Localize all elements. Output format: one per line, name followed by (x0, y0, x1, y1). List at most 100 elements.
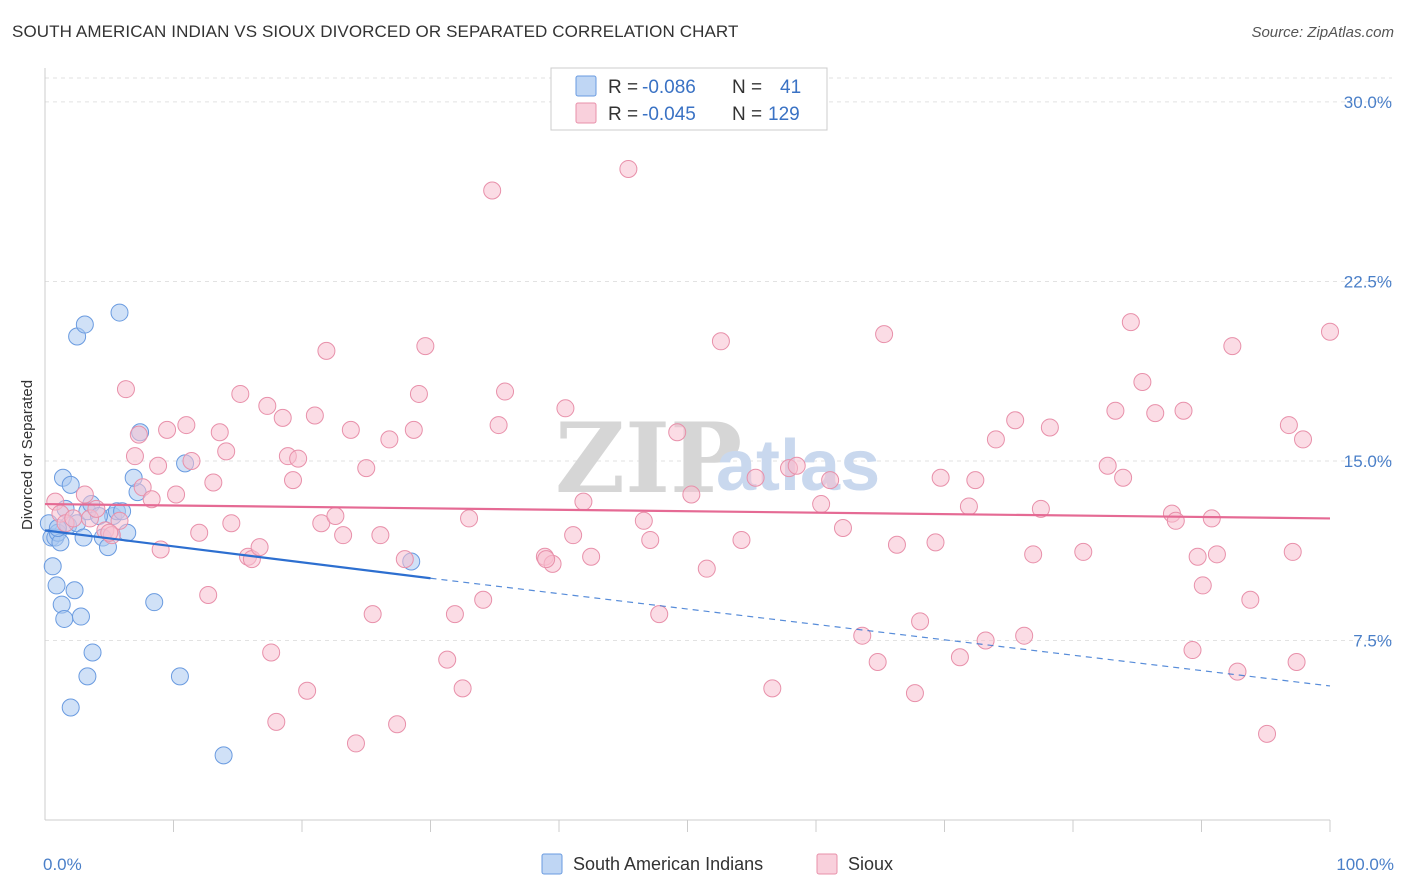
data-point (289, 449, 308, 468)
data-point (380, 430, 399, 449)
data-point (887, 535, 906, 554)
x-tick-label-max: 100.0% (1336, 855, 1394, 874)
data-point (65, 581, 84, 600)
data-point (697, 559, 716, 578)
data-point (634, 511, 653, 530)
bottom-legend-swatch-sioux (816, 853, 838, 875)
data-point (438, 650, 457, 669)
data-point (1321, 322, 1339, 341)
data-point (222, 514, 241, 533)
data-point (133, 478, 152, 497)
y-tick-label: 7.5% (1353, 631, 1392, 650)
data-point (1106, 401, 1125, 420)
data-point (812, 495, 831, 514)
data-point (496, 382, 515, 401)
data-point (950, 648, 969, 667)
data-point (1241, 590, 1260, 609)
data-point (853, 626, 872, 645)
data-point (125, 447, 144, 466)
data-point (986, 430, 1005, 449)
chart-title: SOUTH AMERICAN INDIAN VS SIOUX DIVORCED … (12, 22, 739, 41)
legend-swatch-south-american-indians (575, 75, 597, 97)
data-point (763, 679, 782, 698)
data-point (1279, 416, 1298, 435)
data-point (1193, 576, 1212, 595)
data-point (182, 451, 201, 470)
y-axis-label: Divorced or Separated (19, 380, 36, 530)
data-point (312, 514, 331, 533)
data-point (1294, 430, 1313, 449)
data-point (214, 746, 233, 765)
data-point (453, 679, 472, 698)
data-point (1287, 653, 1306, 672)
data-point (262, 643, 281, 662)
data-point (1031, 499, 1050, 518)
data-points (39, 159, 1339, 765)
data-point (298, 681, 317, 700)
data-point (445, 605, 464, 624)
bottom-legend-label-south-american-indians: South American Indians (573, 854, 763, 874)
data-point (1114, 468, 1133, 487)
data-point (582, 547, 601, 566)
data-point (1040, 418, 1059, 437)
data-point (145, 593, 164, 612)
legend-r-label: R = (608, 77, 638, 98)
data-point (404, 420, 423, 439)
data-point (746, 468, 765, 487)
data-point (204, 473, 223, 492)
data-point (326, 507, 345, 526)
data-point (346, 734, 365, 753)
legend-n-label: N = (732, 104, 762, 125)
trend-line (44, 529, 431, 580)
data-point (556, 399, 575, 418)
data-point (409, 384, 428, 403)
data-point (911, 612, 930, 631)
data-point (61, 698, 80, 717)
data-point (142, 490, 161, 509)
source-label: Source: ZipAtlas.com (1251, 24, 1394, 41)
data-point (250, 538, 269, 557)
x-tick-label-min: 0.0% (43, 855, 82, 874)
watermark: ZIP atlas (555, 402, 880, 515)
data-point (61, 475, 80, 494)
data-point (1133, 372, 1152, 391)
data-point (483, 181, 502, 200)
data-point (78, 667, 97, 686)
data-point (564, 526, 583, 545)
data-point (305, 406, 324, 425)
data-point (217, 442, 236, 461)
y-tick-label: 15.0% (1344, 452, 1392, 471)
data-point (75, 315, 94, 334)
data-point (875, 325, 894, 344)
data-point (258, 396, 277, 415)
data-point (1207, 545, 1226, 564)
data-point (1098, 456, 1117, 475)
data-point (317, 341, 336, 360)
data-point (619, 159, 638, 178)
axes (44, 68, 1331, 832)
data-point (1223, 337, 1242, 356)
data-point (371, 526, 390, 545)
data-point (537, 550, 556, 569)
y-tick-label: 22.5% (1344, 272, 1392, 291)
data-point (1283, 542, 1302, 561)
data-point (177, 416, 196, 435)
data-point (416, 337, 435, 356)
data-point (1228, 662, 1247, 681)
series-sioux (46, 159, 1339, 753)
legend-r-label: R = (608, 104, 638, 125)
data-point (55, 609, 74, 628)
data-point (868, 653, 887, 672)
legend-n-label: N = (732, 77, 762, 98)
data-point (1074, 542, 1093, 561)
data-point (1121, 313, 1140, 332)
data-point (284, 471, 303, 490)
data-point (75, 485, 94, 504)
data-point (395, 550, 414, 569)
data-point (74, 528, 93, 547)
data-point (149, 456, 168, 475)
data-point (959, 497, 978, 516)
data-point (87, 499, 106, 518)
trend-line (44, 502, 1331, 520)
legend-swatch-sioux (575, 102, 597, 124)
